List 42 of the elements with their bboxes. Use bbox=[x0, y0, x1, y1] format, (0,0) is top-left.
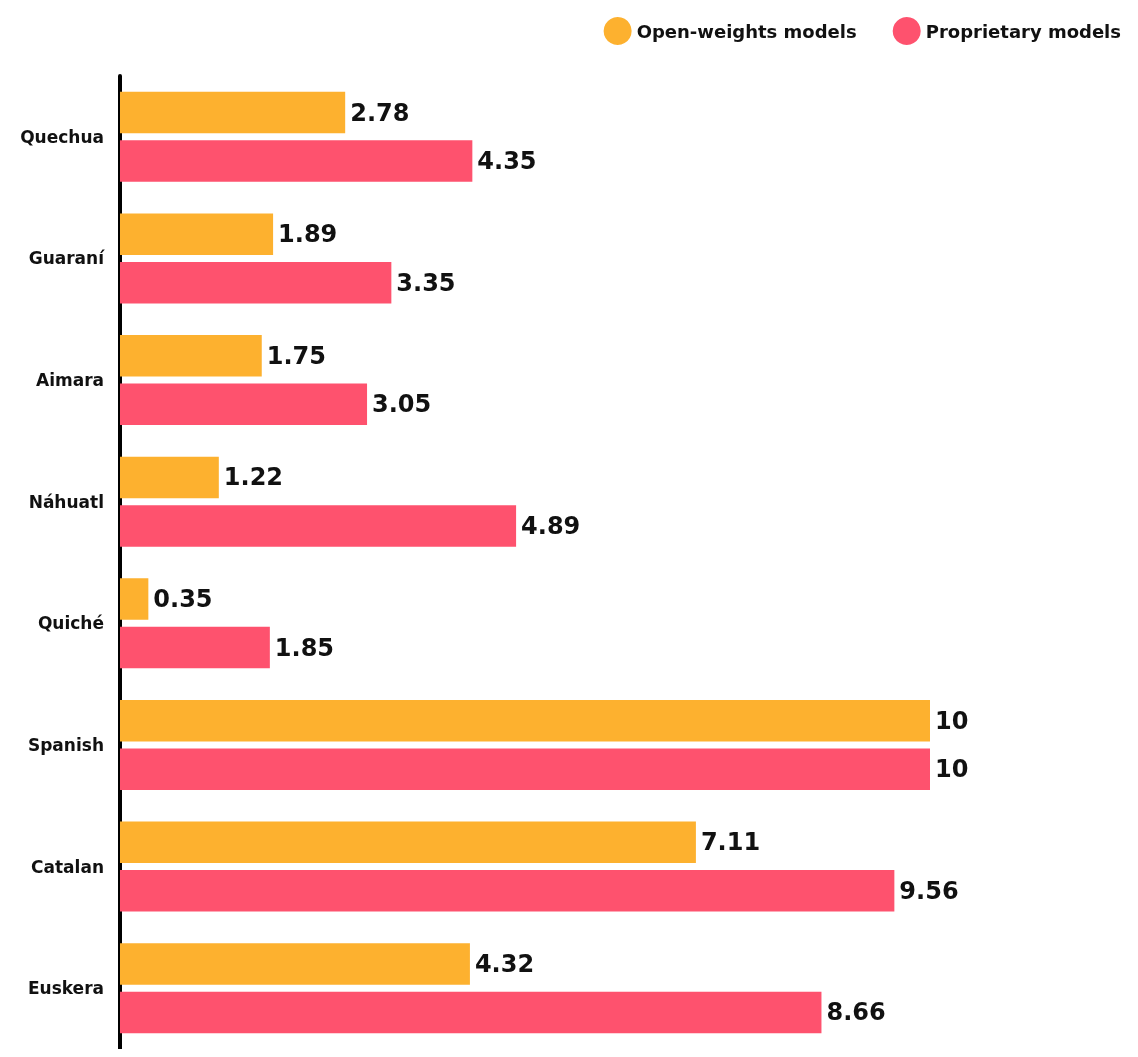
data-label: 3.05 bbox=[372, 390, 432, 419]
y-tick-label: Quiché bbox=[37, 613, 104, 634]
data-label: 10 bbox=[935, 755, 969, 784]
y-tick-label: Náhuatl bbox=[28, 491, 104, 512]
y-tick-label: Quechua bbox=[20, 126, 104, 147]
y-tick-label: Euskera bbox=[27, 978, 104, 999]
data-label: 1.89 bbox=[278, 220, 338, 249]
bar bbox=[120, 626, 270, 669]
data-label: 1.22 bbox=[223, 463, 284, 492]
bar bbox=[120, 213, 274, 255]
data-label: 7.11 bbox=[700, 828, 761, 857]
bar bbox=[120, 383, 368, 426]
bar bbox=[120, 748, 930, 790]
bar bbox=[120, 335, 262, 377]
data-label: 1.85 bbox=[274, 633, 335, 662]
bar bbox=[120, 699, 930, 742]
y-tick-label: Aimara bbox=[35, 370, 104, 391]
bar bbox=[120, 456, 219, 499]
data-label: 4.32 bbox=[474, 949, 535, 978]
bar bbox=[120, 505, 517, 547]
bar bbox=[120, 943, 470, 985]
bar bbox=[120, 140, 473, 182]
y-tick-label: Spanish bbox=[27, 734, 104, 755]
data-label: 10 bbox=[935, 706, 969, 735]
legend-label: Open-weights models bbox=[636, 20, 857, 42]
data-label: 8.66 bbox=[826, 998, 886, 1027]
bar bbox=[120, 91, 346, 134]
data-label: 3.35 bbox=[396, 268, 456, 297]
bar bbox=[120, 991, 822, 1034]
data-label: 0.35 bbox=[153, 585, 213, 614]
bar bbox=[120, 870, 895, 912]
bar bbox=[120, 261, 392, 304]
legend-label: Proprietary models bbox=[925, 20, 1122, 42]
bar bbox=[120, 821, 696, 864]
data-label: 4.35 bbox=[477, 147, 537, 176]
data-label: 4.89 bbox=[521, 511, 581, 540]
data-label: 2.78 bbox=[350, 98, 410, 127]
data-label: 1.75 bbox=[266, 341, 326, 370]
data-label: 9.56 bbox=[899, 876, 959, 905]
y-tick-label: Catalan bbox=[31, 856, 104, 877]
y-tick-label: Guaraní bbox=[28, 248, 106, 269]
bar bbox=[120, 578, 149, 620]
